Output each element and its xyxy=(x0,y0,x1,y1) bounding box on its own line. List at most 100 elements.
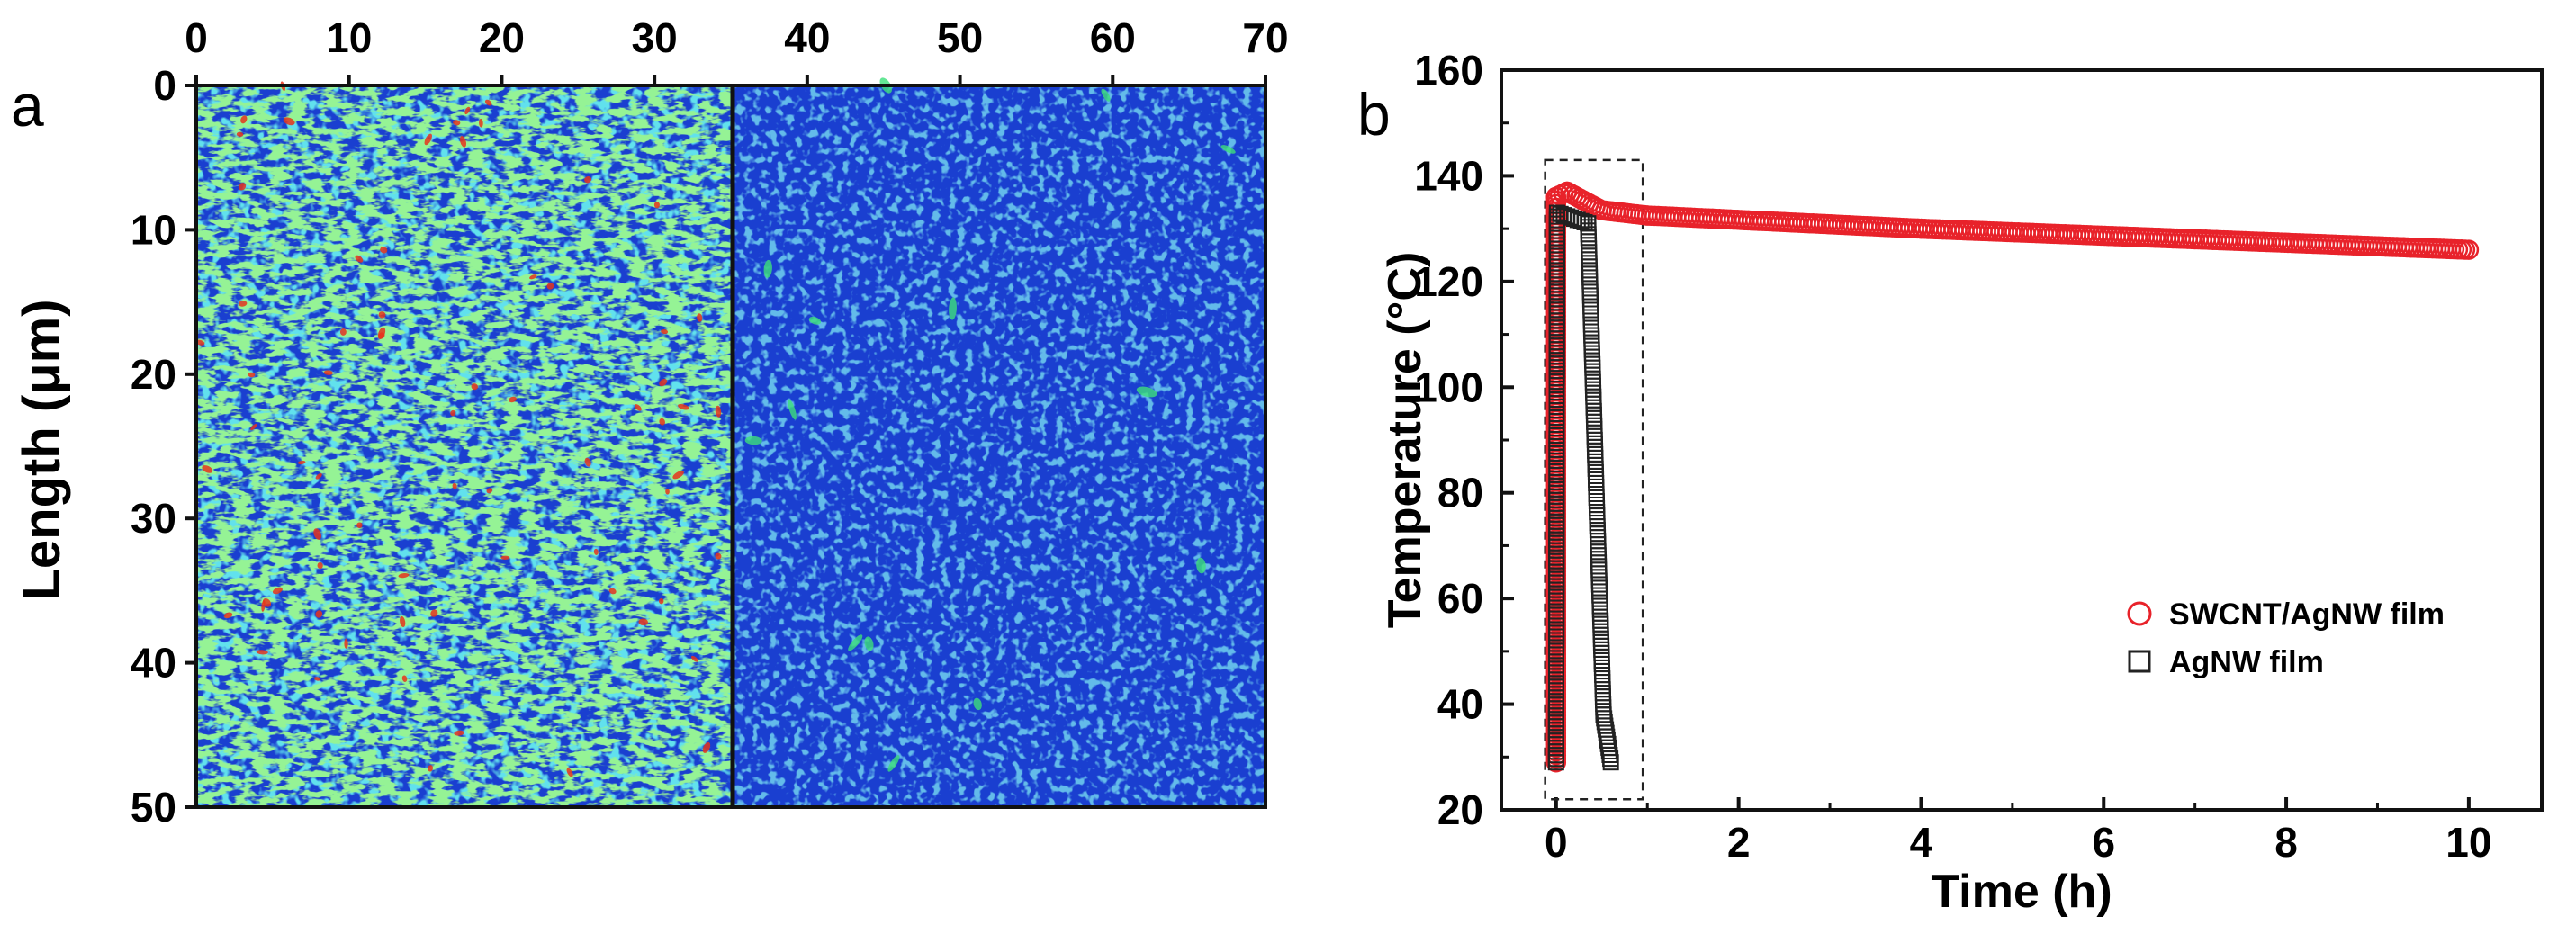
heatmap-hotspot xyxy=(378,311,386,319)
heatmap-hotspot xyxy=(678,403,689,410)
panel-a-heatmap: a 0 10 20 30 40 50 60 70 0 10 20 30 40 50 Length (μm… xyxy=(11,14,1289,831)
heatmap-hotspot xyxy=(262,597,272,607)
heatmap-hotspot xyxy=(486,488,493,494)
heatmap-green-patch xyxy=(864,636,874,651)
heatmap-y-tick-label: 30 xyxy=(131,495,176,542)
heatmap-hotspot xyxy=(546,283,554,290)
heatmap-x-tick-label: 20 xyxy=(479,14,525,61)
heatmap-x-tick-label: 40 xyxy=(784,14,830,61)
scatter-x-tick-label: 2 xyxy=(1727,819,1751,866)
legend: SWCNT/AgNW film AgNW film xyxy=(2127,597,2445,679)
heatmap-x-tick-label: 30 xyxy=(632,14,678,61)
heatmap-hotspot xyxy=(697,313,703,322)
heatmap-hotspot xyxy=(509,396,517,403)
heatmap-hotspot xyxy=(690,655,698,662)
scatter-x-tick-label: 4 xyxy=(1910,819,1933,866)
heatmap-hotspot xyxy=(593,548,599,555)
heatmap-y-axis-label: Length (μm) xyxy=(13,299,71,600)
heatmap-y-tick-label: 10 xyxy=(131,206,176,253)
heatmap-x-tick-label: 10 xyxy=(326,14,372,61)
heatmap-hotspot xyxy=(428,765,433,772)
heatmap-hotspot xyxy=(236,131,244,137)
scatter-y-tick-label: 40 xyxy=(1437,681,1483,728)
heatmap-hotspot xyxy=(377,327,386,339)
heatmap-texture-left-green xyxy=(196,85,733,807)
heatmap-hotspot xyxy=(584,457,591,467)
legend-label-agnw: AgNW film xyxy=(2169,645,2324,679)
heatmap-hotspot xyxy=(566,768,573,777)
heatmap-hotspot xyxy=(323,370,333,375)
heatmap-hotspot xyxy=(240,115,248,124)
series-agnw-film xyxy=(1547,204,1619,771)
heatmap-green-patch xyxy=(848,634,863,651)
heatmap-hotspot xyxy=(356,522,363,528)
scatter-y-tick-label: 120 xyxy=(1414,258,1483,305)
heatmap-hotspot xyxy=(238,183,247,191)
heatmap-x-tick-label: 50 xyxy=(937,14,983,61)
swcnt-agnw-data-point xyxy=(2458,239,2480,260)
legend-marker-circle xyxy=(2127,601,2152,626)
agnw-data-point xyxy=(1576,214,1593,230)
heatmap-hotspot xyxy=(453,120,461,126)
heatmap-hotspot xyxy=(661,328,669,335)
heatmap-hotspot xyxy=(315,610,323,618)
scatter-x-axis-label: Time (h) xyxy=(1931,866,2112,918)
heatmap-y-ticks: 0 10 20 30 40 50 xyxy=(131,62,196,831)
heatmap-hotspots xyxy=(194,77,1236,777)
heatmap-hotspot xyxy=(635,404,642,411)
heatmap-hotspot xyxy=(398,572,410,579)
heatmap-green-patch xyxy=(973,697,982,711)
heatmap-hotspot xyxy=(452,482,457,489)
scatter-x-tick-label: 0 xyxy=(1545,819,1568,866)
heatmap-hotspot xyxy=(638,618,648,626)
scatter-x-tick-label: 6 xyxy=(2092,819,2115,866)
legend-marker-square xyxy=(2128,650,2151,673)
heatmap-hotspot xyxy=(715,405,722,418)
heatmap-hotspot xyxy=(500,555,510,560)
legend-item-swcnt-agnw: SWCNT/AgNW film xyxy=(2127,597,2445,632)
heatmap-hotspot xyxy=(424,133,432,146)
heatmap-hotspot xyxy=(653,202,660,209)
legend-item-agnw: AgNW film xyxy=(2128,645,2324,679)
heatmap-green-patch xyxy=(788,399,797,420)
scatter-x-tick-label: 10 xyxy=(2445,819,2491,866)
heatmap-hotspot xyxy=(464,106,471,115)
heatmap-texture-right-cyan xyxy=(733,85,1265,807)
heatmap-hotspot xyxy=(355,255,364,263)
heatmap-hotspot xyxy=(202,465,213,473)
legend-label-swcnt-agnw: SWCNT/AgNW film xyxy=(2169,597,2445,632)
heatmap-hotspot xyxy=(400,615,406,628)
heatmap-x-ticks: 0 10 20 30 40 50 60 70 xyxy=(185,14,1289,85)
heatmap-hotspot xyxy=(659,378,668,387)
heatmap-hotspot xyxy=(659,418,665,426)
heatmap-hotspot xyxy=(272,587,283,595)
scatter-y-ticks: 20 40 60 80 100 120 140 160 xyxy=(1414,47,1514,833)
heatmap-green-patch xyxy=(887,755,900,772)
heatmap-hotspot xyxy=(401,675,408,682)
heatmap-hotspot xyxy=(454,730,464,736)
heatmap-hotspot xyxy=(479,118,483,128)
heatmap-green-patch xyxy=(1136,386,1157,398)
heatmap-hotspot xyxy=(608,588,617,595)
heatmap-green-patch xyxy=(1101,88,1111,102)
series-swcnt-agnw-film xyxy=(1545,181,2480,773)
heatmap-green-patch xyxy=(949,297,957,320)
heatmap-hotspot xyxy=(380,247,388,254)
scatter-x-ticks: 0 2 4 6 8 10 xyxy=(1545,797,2491,866)
heatmap-hotspot xyxy=(702,741,711,753)
heatmap-hotspot xyxy=(283,117,295,126)
plot-area-frame xyxy=(1500,68,2544,812)
heatmap-green-patch xyxy=(744,436,762,445)
heatmap-green-patch xyxy=(1220,145,1236,154)
heatmap-hotspot xyxy=(715,552,722,560)
scatter-y-tick-label: 20 xyxy=(1437,786,1483,833)
scatter-y-tick-label: 140 xyxy=(1414,152,1483,199)
heatmap-x-tick-label: 70 xyxy=(1242,14,1288,61)
scatter-y-axis-label: Temperature (°C) xyxy=(1379,252,1431,629)
heatmap-hotspot xyxy=(297,460,306,465)
heatmap-frame xyxy=(194,84,1267,809)
heatmap-hotspot xyxy=(459,136,467,148)
heatmap-green-patch xyxy=(1196,557,1206,574)
heatmap-x-tick-label: 60 xyxy=(1090,14,1136,61)
